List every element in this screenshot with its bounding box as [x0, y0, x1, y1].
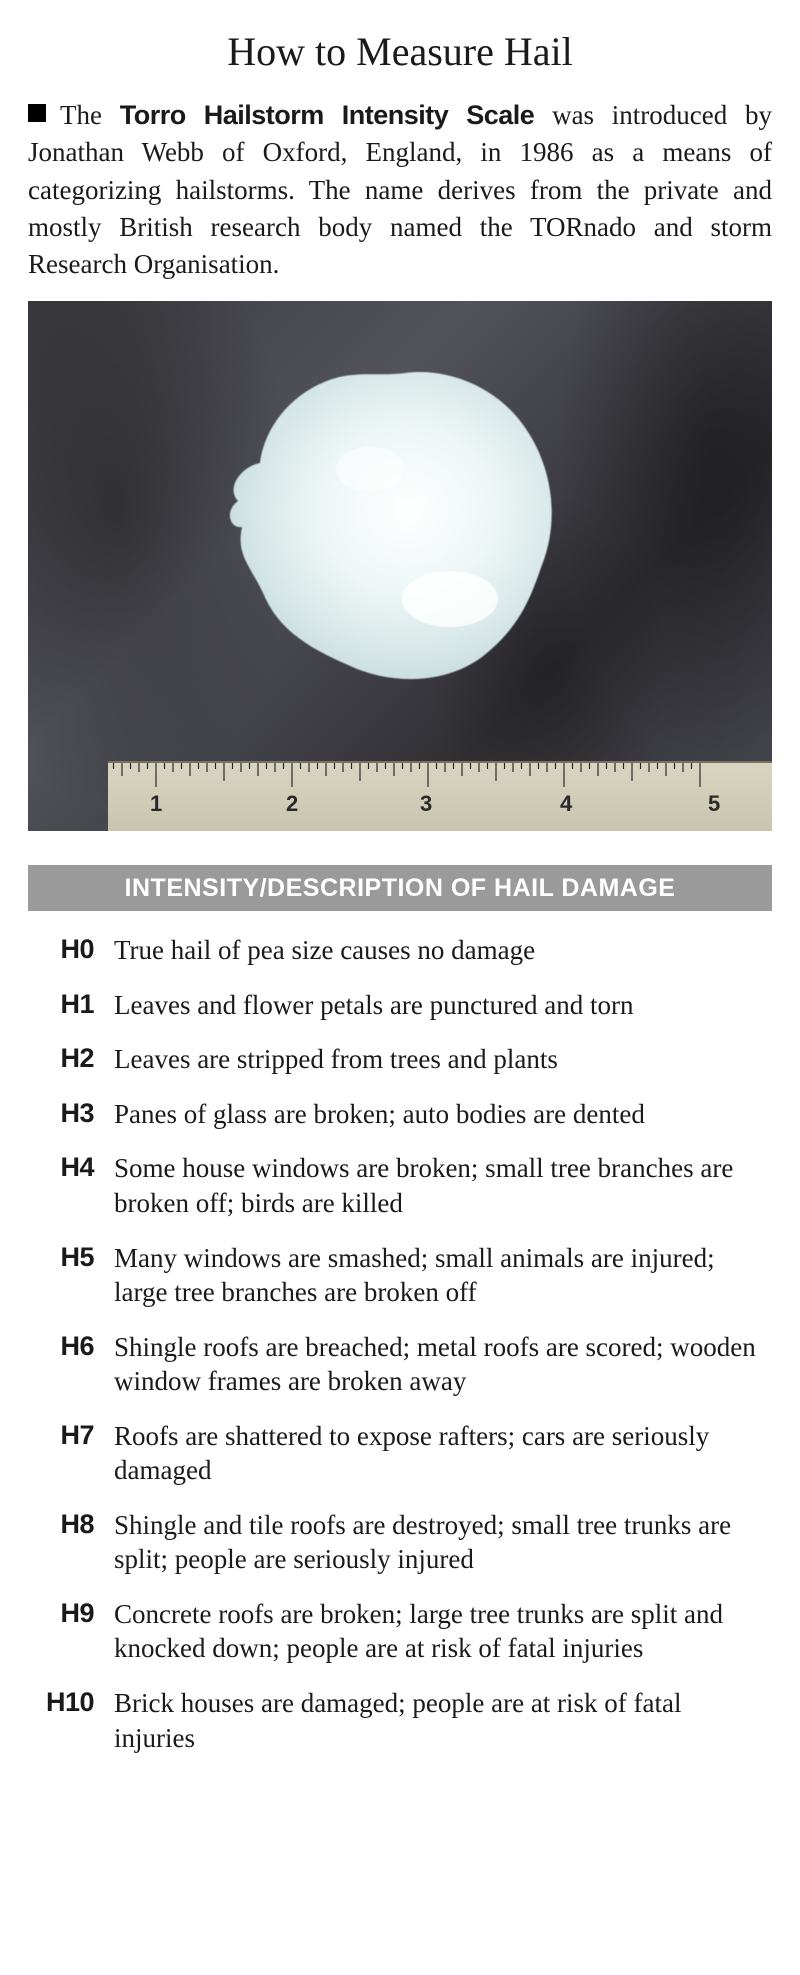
scale-code: H8 [28, 1508, 114, 1540]
scale-desc: True hail of pea size causes no damage [114, 933, 766, 968]
scale-row: H1 Leaves and flower petals are puncture… [28, 988, 772, 1023]
scale-row: H4 Some house windows are broken; small … [28, 1151, 772, 1220]
scale-row: H3 Panes of glass are broken; auto bodie… [28, 1097, 772, 1132]
ruler-ticks-icon [108, 763, 772, 831]
scale-row: H5 Many windows are smashed; small anima… [28, 1241, 772, 1310]
ruler-number: 2 [286, 791, 298, 817]
scale-row: H10 Brick houses are damaged; people are… [28, 1686, 772, 1755]
scale-desc: Shingle and tile roofs are destroyed; sm… [114, 1508, 766, 1577]
scale-code: H10 [28, 1686, 114, 1718]
ruler-number: 4 [560, 791, 572, 817]
intro-paragraph: The Torro Hailstorm Intensity Scale was … [28, 97, 772, 283]
scale-code: H4 [28, 1151, 114, 1183]
scale-code: H0 [28, 933, 114, 965]
intro-bold-term: Torro Hailstorm Intensity Scale [120, 100, 535, 130]
scale-desc: Shingle roofs are breached; metal roofs … [114, 1330, 766, 1399]
scale-desc: Concrete roofs are broken; large tree tr… [114, 1597, 766, 1666]
scale-row: H6 Shingle roofs are breached; metal roo… [28, 1330, 772, 1399]
ruler-number: 5 [708, 791, 720, 817]
scale-row: H2 Leaves are stripped from trees and pl… [28, 1042, 772, 1077]
ruler-number: 3 [420, 791, 432, 817]
hailstone-icon [220, 359, 580, 689]
scale-desc: Brick houses are damaged; people are at … [114, 1686, 766, 1755]
scale-code: H7 [28, 1419, 114, 1451]
ruler-number: 1 [150, 791, 162, 817]
scale-row: H7 Roofs are shattered to expose rafters… [28, 1419, 772, 1488]
intro-prefix: The [60, 100, 120, 130]
page-title: How to Measure Hail [28, 28, 772, 75]
scale-row: H0 True hail of pea size causes no damag… [28, 933, 772, 968]
scale-code: H6 [28, 1330, 114, 1362]
hailstone-photo: 1 2 3 4 5 [28, 301, 772, 831]
scale-desc: Some house windows are broken; small tre… [114, 1151, 766, 1220]
scale-code: H5 [28, 1241, 114, 1273]
scale-desc: Leaves and flower petals are punctured a… [114, 988, 766, 1023]
scale-row: H8 Shingle and tile roofs are destroyed;… [28, 1508, 772, 1577]
scale-desc: Many windows are smashed; small animals … [114, 1241, 766, 1310]
scale-code: H2 [28, 1042, 114, 1074]
scale-list: H0 True hail of pea size causes no damag… [28, 933, 772, 1755]
ruler: 1 2 3 4 5 [108, 761, 772, 831]
scale-code: H1 [28, 988, 114, 1020]
scale-desc: Roofs are shattered to expose rafters; c… [114, 1419, 766, 1488]
scale-row: H9 Concrete roofs are broken; large tree… [28, 1597, 772, 1666]
scale-code: H3 [28, 1097, 114, 1129]
scale-desc: Leaves are stripped from trees and plant… [114, 1042, 766, 1077]
scale-code: H9 [28, 1597, 114, 1629]
section-band: INTENSITY/DESCRIPTION OF HAIL DAMAGE [28, 865, 772, 911]
scale-desc: Panes of glass are broken; auto bodies a… [114, 1097, 766, 1132]
bullet-icon [28, 104, 46, 122]
